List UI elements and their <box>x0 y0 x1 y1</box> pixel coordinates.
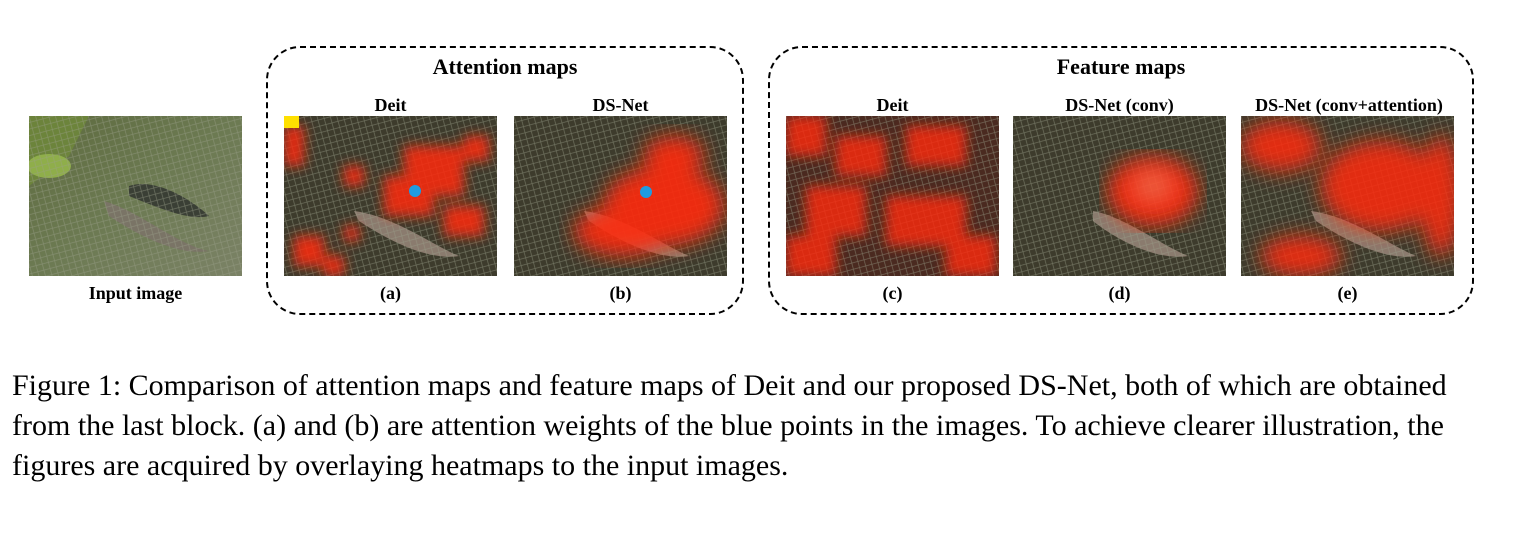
panel-b-attention-map <box>514 116 727 276</box>
panel-b-title: DS-Net <box>592 95 649 115</box>
panel-e-title: DS-Net (conv+attention) <box>1255 95 1443 115</box>
panel-d-feature-map <box>1013 116 1226 276</box>
panel-a-attention-map <box>284 116 497 276</box>
panel-e-feature-map <box>1241 116 1454 276</box>
input-image-label: Input image <box>88 283 183 303</box>
panel-c-label: (c) <box>882 283 903 303</box>
feature-maps-title: Feature maps <box>1056 54 1186 79</box>
feature-maps-box <box>768 46 1474 315</box>
input-image <box>29 116 242 276</box>
panel-d-title: DS-Net (conv) <box>1065 95 1174 115</box>
panel-b-label: (b) <box>609 283 632 303</box>
attention-maps-box <box>266 46 744 315</box>
panel-c-title: Deit <box>876 95 909 115</box>
panel-c-feature-map <box>786 116 999 276</box>
panel-a-label: (a) <box>380 283 401 303</box>
attention-maps-title: Attention maps <box>432 54 578 79</box>
panel-e-label: (e) <box>1337 283 1358 303</box>
figure-caption: Figure 1: Comparison of attention maps a… <box>12 369 1447 482</box>
panel-a-title: Deit <box>374 95 407 115</box>
panel-d-label: (d) <box>1108 283 1131 303</box>
